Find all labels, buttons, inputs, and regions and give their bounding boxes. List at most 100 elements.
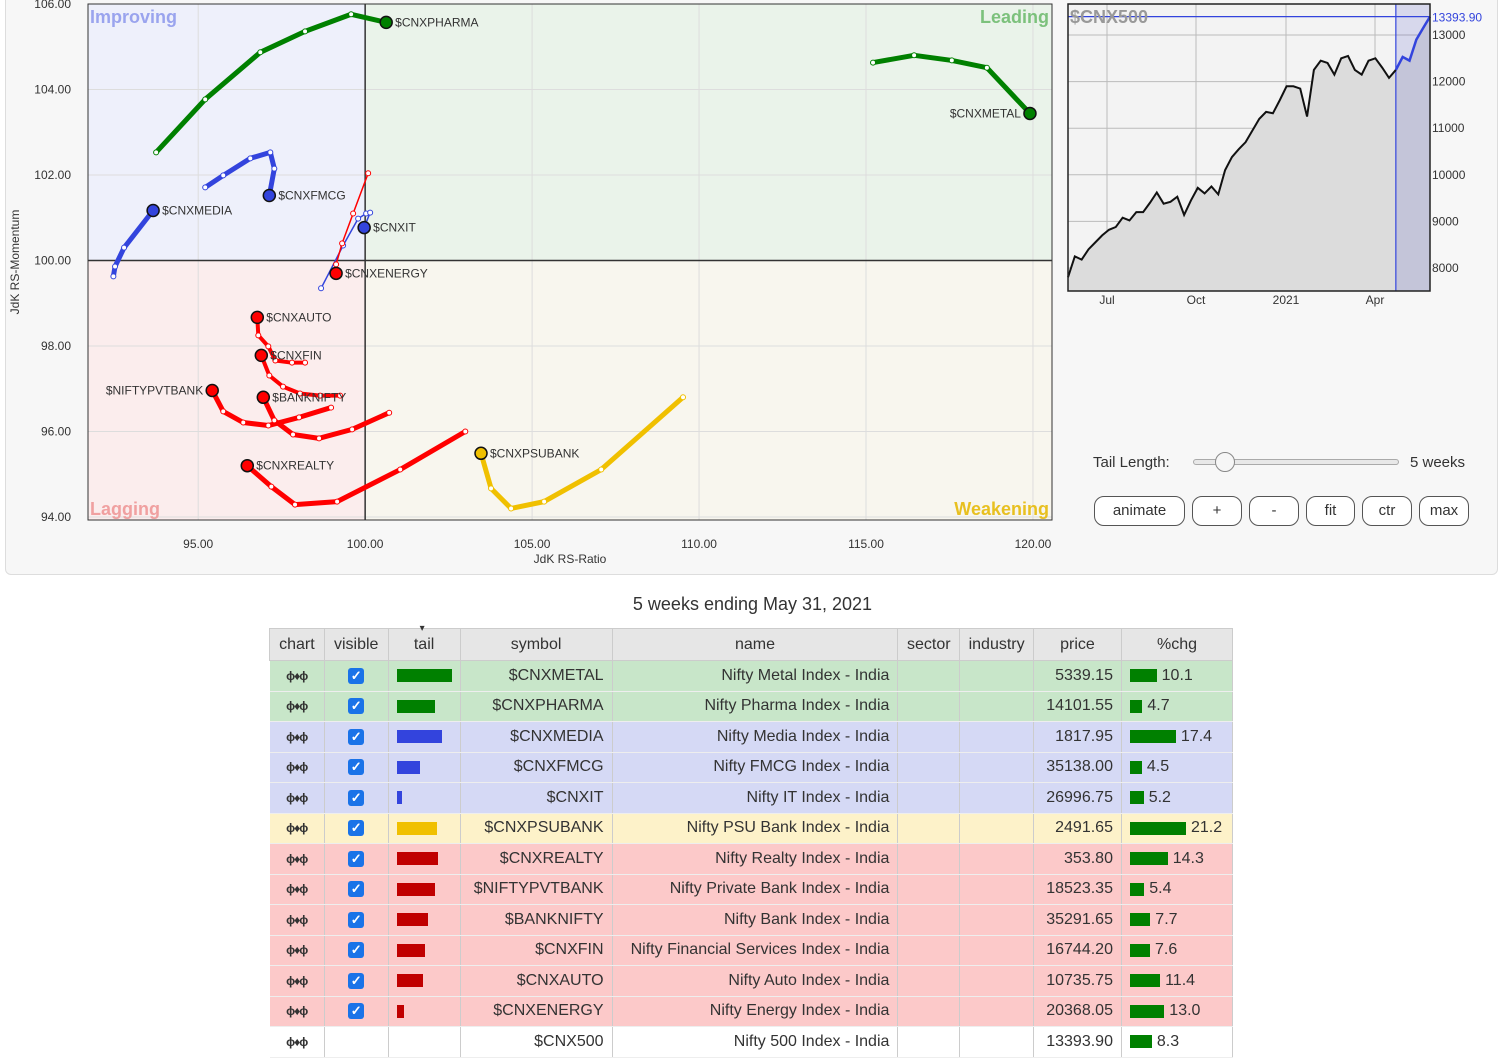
column-header-chart[interactable]: chart bbox=[269, 628, 325, 661]
visible-checkbox[interactable]: ✓ bbox=[348, 667, 365, 684]
slider-track[interactable] bbox=[1193, 459, 1399, 465]
visible-checkbox[interactable]: ✓ bbox=[348, 972, 365, 989]
candlestick-chart-icon[interactable]: ϕ♦ϕ bbox=[286, 760, 308, 775]
visible-checkbox[interactable]: ✓ bbox=[348, 728, 365, 745]
industry-cell bbox=[959, 691, 1035, 722]
chart-cell[interactable]: ϕ♦ϕ bbox=[269, 1026, 325, 1058]
column-header-pctchg[interactable]: %chg bbox=[1120, 628, 1234, 661]
pctchg-value: 5.2 bbox=[1148, 788, 1171, 806]
table-row[interactable]: ϕ♦ϕ ✓ $CNXFIN Nifty Financial Services Inde… bbox=[269, 935, 1234, 966]
candlestick-chart-icon[interactable]: ϕ♦ϕ bbox=[286, 912, 308, 927]
candlestick-chart-icon[interactable]: ϕ♦ϕ bbox=[286, 699, 308, 714]
visible-checkbox[interactable]: ✓ bbox=[348, 1003, 365, 1020]
quadrant-label-weakening: Weakening bbox=[954, 499, 1049, 519]
visible-checkbox[interactable]: ✓ bbox=[348, 942, 365, 959]
candlestick-chart-icon[interactable]: ϕ♦ϕ bbox=[286, 851, 308, 866]
chart-cell[interactable]: ϕ♦ϕ bbox=[269, 874, 325, 905]
tail-length-bar bbox=[396, 760, 420, 774]
table-row[interactable]: ϕ♦ϕ ✓ $CNXENERGY Nifty Energy Index - India… bbox=[269, 996, 1234, 1027]
visible-checkbox[interactable]: ✓ bbox=[348, 881, 365, 898]
visible-cell[interactable]: ✓ bbox=[324, 904, 389, 936]
visible-checkbox[interactable]: ✓ bbox=[348, 789, 365, 806]
series-label: $CNXAUTO bbox=[266, 310, 331, 324]
visible-cell[interactable]: ✓ bbox=[324, 874, 389, 905]
series-label: $CNXMETAL bbox=[950, 106, 1021, 120]
pctchg-value: 11.4 bbox=[1165, 971, 1196, 989]
column-header-sector[interactable]: sector bbox=[897, 628, 961, 661]
animate-button[interactable]: animate bbox=[1094, 496, 1185, 526]
visible-checkbox[interactable]: ✓ bbox=[348, 911, 365, 928]
center-button[interactable]: ctr bbox=[1362, 496, 1412, 526]
zoom-in-button[interactable]: + bbox=[1192, 496, 1242, 526]
table-row[interactable]: ϕ♦ϕ $CNX500 Nifty 500 Index - India 13393.9… bbox=[269, 1026, 1234, 1058]
visible-checkbox[interactable]: ✓ bbox=[348, 698, 365, 715]
candlestick-chart-icon[interactable]: ϕ♦ϕ bbox=[286, 668, 308, 683]
column-header-tail[interactable]: tail ▾ bbox=[387, 623, 461, 661]
tail-length-slider[interactable] bbox=[1193, 452, 1399, 472]
visible-cell[interactable]: ✓ bbox=[324, 843, 389, 875]
visible-checkbox[interactable]: ✓ bbox=[348, 759, 365, 776]
chart-cell[interactable]: ϕ♦ϕ bbox=[269, 782, 325, 814]
tail-point bbox=[266, 372, 273, 379]
candlestick-chart-icon[interactable]: ϕ♦ϕ bbox=[286, 943, 308, 958]
visible-cell[interactable] bbox=[324, 1026, 389, 1058]
tail-point bbox=[333, 261, 340, 268]
table-row[interactable]: ϕ♦ϕ ✓ $NIFTYPVTBANK Nifty Private Bank Inde… bbox=[269, 874, 1234, 905]
candlestick-chart-icon[interactable]: ϕ♦ϕ bbox=[286, 821, 308, 836]
tail-length-bar bbox=[396, 974, 423, 988]
visible-cell[interactable]: ✓ bbox=[324, 752, 389, 783]
table-row[interactable]: ϕ♦ϕ ✓ $CNXMETAL Nifty Metal Index - India 53… bbox=[269, 660, 1234, 692]
column-header-symbol[interactable]: symbol bbox=[459, 628, 613, 661]
visible-cell[interactable]: ✓ bbox=[324, 813, 389, 844]
visible-cell[interactable]: ✓ bbox=[324, 965, 389, 997]
zoom-out-button[interactable]: - bbox=[1249, 496, 1299, 526]
max-button[interactable]: max bbox=[1419, 496, 1469, 526]
visible-checkbox[interactable]: ✓ bbox=[348, 850, 365, 867]
visible-cell[interactable]: ✓ bbox=[324, 660, 389, 692]
table-row[interactable]: ϕ♦ϕ ✓ $CNXIT Nifty IT Index - India 26996.75… bbox=[269, 782, 1234, 814]
visible-checkbox[interactable]: ✓ bbox=[348, 820, 365, 837]
table-row[interactable]: ϕ♦ϕ ✓ $CNXAUTO Nifty Auto Index - India 1073… bbox=[269, 965, 1234, 997]
table-row[interactable]: ϕ♦ϕ ✓ $CNXPHARMA Nifty Pharma Index - India… bbox=[269, 691, 1234, 722]
visible-cell[interactable]: ✓ bbox=[324, 721, 389, 753]
table-row[interactable]: ϕ♦ϕ ✓ $BANKNIFTY Nifty Bank Index - India 35… bbox=[269, 904, 1234, 936]
table-row[interactable]: ϕ♦ϕ ✓ $CNXPSUBANK Nifty PSU Bank Index - In… bbox=[269, 813, 1234, 844]
candlestick-chart-icon[interactable]: ϕ♦ϕ bbox=[286, 729, 308, 744]
slider-knob[interactable] bbox=[1215, 452, 1235, 472]
chart-cell[interactable]: ϕ♦ϕ bbox=[269, 843, 325, 875]
table-row[interactable]: ϕ♦ϕ ✓ $CNXMEDIA Nifty Media Index - India 18… bbox=[269, 721, 1234, 753]
candlestick-chart-icon[interactable]: ϕ♦ϕ bbox=[286, 1034, 308, 1049]
industry-cell bbox=[959, 660, 1035, 692]
column-header-name[interactable]: name bbox=[611, 628, 899, 661]
chart-cell[interactable]: ϕ♦ϕ bbox=[269, 965, 325, 997]
visible-cell[interactable]: ✓ bbox=[324, 691, 389, 722]
candlestick-chart-icon[interactable]: ϕ♦ϕ bbox=[286, 973, 308, 988]
column-header-price[interactable]: price bbox=[1033, 628, 1122, 661]
column-header-industry[interactable]: industry bbox=[959, 628, 1035, 661]
visible-cell[interactable]: ✓ bbox=[324, 996, 389, 1027]
chart-cell[interactable]: ϕ♦ϕ bbox=[269, 721, 325, 753]
symbols-table: chart visible tail ▾ symbol name sector industr… bbox=[269, 623, 1234, 1058]
fit-button[interactable]: fit bbox=[1306, 496, 1355, 526]
candlestick-chart-icon[interactable]: ϕ♦ϕ bbox=[286, 790, 308, 805]
chart-cell[interactable]: ϕ♦ϕ bbox=[269, 904, 325, 936]
chart-cell[interactable]: ϕ♦ϕ bbox=[269, 691, 325, 722]
candlestick-chart-icon[interactable]: ϕ♦ϕ bbox=[286, 882, 308, 897]
leading-quadrant bbox=[365, 4, 1052, 261]
pctchg-bar bbox=[1129, 1004, 1165, 1018]
tail-point bbox=[268, 483, 275, 490]
chart-cell[interactable]: ϕ♦ϕ bbox=[269, 660, 325, 692]
chart-cell[interactable]: ϕ♦ϕ bbox=[269, 813, 325, 844]
table-row[interactable]: ϕ♦ϕ ✓ $CNXREALTY Nifty Realty Index - India… bbox=[269, 843, 1234, 875]
visible-cell[interactable]: ✓ bbox=[324, 782, 389, 814]
visible-cell[interactable]: ✓ bbox=[324, 935, 389, 966]
tail-point bbox=[317, 392, 324, 399]
candlestick-chart-icon[interactable]: ϕ♦ϕ bbox=[286, 1004, 308, 1019]
column-header-visible[interactable]: visible bbox=[323, 628, 389, 661]
chart-cell[interactable]: ϕ♦ϕ bbox=[269, 752, 325, 783]
chart-cell[interactable]: ϕ♦ϕ bbox=[269, 996, 325, 1027]
table-row[interactable]: ϕ♦ϕ ✓ $CNXFMCG Nifty FMCG Index - India 3513… bbox=[269, 752, 1234, 783]
pctchg-bar bbox=[1129, 760, 1142, 774]
chart-cell[interactable]: ϕ♦ϕ bbox=[269, 935, 325, 966]
pctchg-cell: 8.3 bbox=[1121, 1026, 1234, 1058]
